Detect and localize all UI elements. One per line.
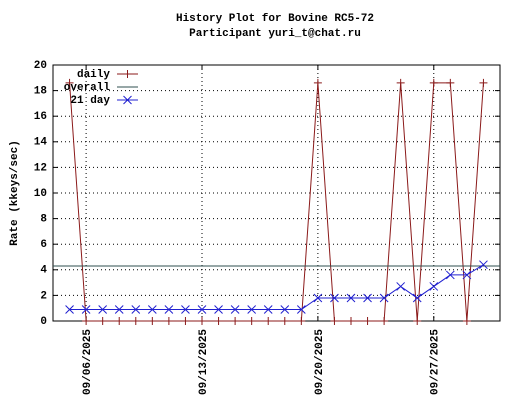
point-marker xyxy=(347,317,355,325)
y-tick-label: 14 xyxy=(34,137,48,149)
point-marker xyxy=(98,305,108,314)
point-marker xyxy=(280,305,290,314)
point-marker xyxy=(380,317,389,325)
y-tick-label: 18 xyxy=(34,86,48,98)
point-marker xyxy=(479,78,488,87)
point-marker xyxy=(446,78,455,87)
point-marker xyxy=(429,282,439,291)
x-tick-label: 09/06/2025 xyxy=(82,329,94,395)
point-marker xyxy=(98,317,107,325)
point-marker xyxy=(147,305,157,314)
point-marker xyxy=(247,317,256,325)
plot-frame xyxy=(52,64,501,322)
x-tick-label: 09/27/2025 xyxy=(430,329,442,395)
point-marker xyxy=(313,293,323,303)
point-marker xyxy=(363,317,372,325)
point-marker xyxy=(115,317,124,325)
point-marker xyxy=(313,78,322,87)
point-marker xyxy=(82,317,91,325)
y-tick-label: 4 xyxy=(40,265,47,277)
point-marker xyxy=(181,305,190,314)
y-tick-label: 2 xyxy=(40,290,47,302)
point-marker xyxy=(296,305,306,314)
point-marker xyxy=(65,78,74,87)
legend-marker xyxy=(123,95,132,105)
point-marker xyxy=(363,293,372,303)
point-marker xyxy=(164,305,174,314)
point-marker xyxy=(479,260,488,270)
point-marker xyxy=(231,317,240,325)
y-tick-label: 12 xyxy=(34,162,47,174)
point-marker xyxy=(330,317,339,325)
point-marker xyxy=(396,78,405,87)
y-axis-label: Rate (kkeys/sec) xyxy=(9,140,21,246)
point-marker xyxy=(214,317,223,325)
legend-label: daily xyxy=(77,69,110,81)
series-line xyxy=(69,264,484,310)
point-marker xyxy=(330,293,339,303)
point-marker xyxy=(280,317,289,325)
point-marker xyxy=(445,270,455,280)
y-tick-label: 10 xyxy=(34,188,47,200)
point-marker xyxy=(198,317,206,325)
point-marker xyxy=(131,317,140,325)
point-marker xyxy=(379,293,389,303)
y-tick-label: 16 xyxy=(34,111,47,123)
point-marker xyxy=(148,317,157,325)
point-marker xyxy=(297,317,306,325)
point-marker xyxy=(412,293,422,303)
point-marker xyxy=(462,317,471,325)
y-tick-label: 6 xyxy=(40,239,47,251)
point-marker xyxy=(197,305,207,314)
point-marker xyxy=(230,305,240,314)
point-marker xyxy=(65,305,74,314)
point-marker xyxy=(346,293,356,303)
point-marker xyxy=(114,305,124,314)
chart-title: History Plot for Bovine RC5-72 xyxy=(176,13,374,25)
y-tick-label: 0 xyxy=(40,316,47,328)
y-tick-label: 8 xyxy=(40,214,47,226)
y-tick-label: 20 xyxy=(34,60,47,72)
legend-marker xyxy=(123,70,132,78)
point-marker xyxy=(462,270,472,280)
legend-label: overall xyxy=(64,82,111,94)
x-tick-label: 09/13/2025 xyxy=(198,329,210,395)
point-marker xyxy=(214,305,223,314)
point-marker xyxy=(131,305,141,314)
point-marker xyxy=(164,317,173,325)
point-marker xyxy=(413,317,422,325)
point-marker xyxy=(263,305,273,314)
point-marker xyxy=(396,282,406,291)
point-marker xyxy=(247,305,257,314)
x-tick-label: 09/20/2025 xyxy=(314,329,326,395)
legend-label: 21 day xyxy=(70,95,110,107)
chart-subtitle: Participant yuri_t@chat.ru xyxy=(189,28,361,40)
point-marker xyxy=(264,317,273,325)
point-marker xyxy=(429,78,438,87)
point-marker xyxy=(181,317,190,325)
series-line xyxy=(69,82,484,322)
point-marker xyxy=(81,305,91,314)
